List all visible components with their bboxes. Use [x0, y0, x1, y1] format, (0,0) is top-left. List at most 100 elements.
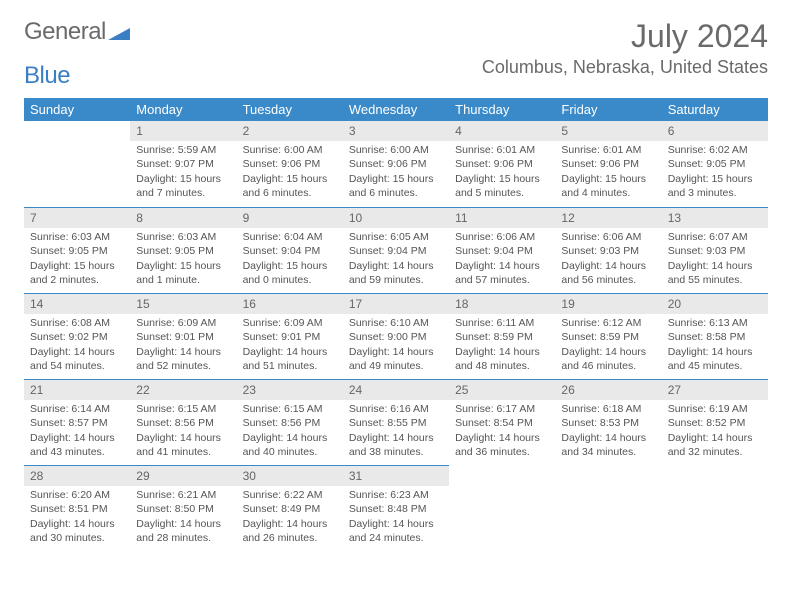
- daylight-text: Daylight: 15 hours and 3 minutes.: [668, 172, 762, 200]
- daylight-text: Daylight: 14 hours and 48 minutes.: [455, 345, 549, 373]
- day-content: Sunrise: 6:09 AMSunset: 9:01 PMDaylight:…: [237, 314, 343, 377]
- day-number: 13: [662, 207, 768, 228]
- day-cell: 25Sunrise: 6:17 AMSunset: 8:54 PMDayligh…: [449, 379, 555, 465]
- day-number: 4: [449, 121, 555, 141]
- day-content: Sunrise: 6:15 AMSunset: 8:56 PMDaylight:…: [237, 400, 343, 463]
- day-number: 2: [237, 121, 343, 141]
- day-content: Sunrise: 6:18 AMSunset: 8:53 PMDaylight:…: [555, 400, 661, 463]
- week-row: 14Sunrise: 6:08 AMSunset: 9:02 PMDayligh…: [24, 293, 768, 379]
- sunrise-text: Sunrise: 6:11 AM: [455, 316, 549, 330]
- day-number: 24: [343, 379, 449, 400]
- week-row: 21Sunrise: 6:14 AMSunset: 8:57 PMDayligh…: [24, 379, 768, 465]
- day-number: 8: [130, 207, 236, 228]
- logo-icon: [108, 24, 130, 40]
- sunrise-text: Sunrise: 6:20 AM: [30, 488, 124, 502]
- day-cell: 19Sunrise: 6:12 AMSunset: 8:59 PMDayligh…: [555, 293, 661, 379]
- sunrise-text: Sunrise: 6:13 AM: [668, 316, 762, 330]
- week-row: 28Sunrise: 6:20 AMSunset: 8:51 PMDayligh…: [24, 465, 768, 551]
- day-cell: 14Sunrise: 6:08 AMSunset: 9:02 PMDayligh…: [24, 293, 130, 379]
- sunrise-text: Sunrise: 6:17 AM: [455, 402, 549, 416]
- day-content: Sunrise: 6:03 AMSunset: 9:05 PMDaylight:…: [24, 228, 130, 291]
- daylight-text: Daylight: 15 hours and 7 minutes.: [136, 172, 230, 200]
- sunrise-text: Sunrise: 6:00 AM: [349, 143, 443, 157]
- sunset-text: Sunset: 9:02 PM: [30, 330, 124, 344]
- sunset-text: Sunset: 9:06 PM: [243, 157, 337, 171]
- sunset-text: Sunset: 8:50 PM: [136, 502, 230, 516]
- day-header: Sunday: [24, 98, 130, 121]
- day-cell: 15Sunrise: 6:09 AMSunset: 9:01 PMDayligh…: [130, 293, 236, 379]
- daylight-text: Daylight: 14 hours and 57 minutes.: [455, 259, 549, 287]
- day-cell: [24, 121, 130, 207]
- sunrise-text: Sunrise: 6:10 AM: [349, 316, 443, 330]
- day-content: Sunrise: 6:00 AMSunset: 9:06 PMDaylight:…: [343, 141, 449, 204]
- day-content: Sunrise: 5:59 AMSunset: 9:07 PMDaylight:…: [130, 141, 236, 204]
- sunset-text: Sunset: 8:53 PM: [561, 416, 655, 430]
- day-cell: 12Sunrise: 6:06 AMSunset: 9:03 PMDayligh…: [555, 207, 661, 293]
- sunset-text: Sunset: 9:04 PM: [349, 244, 443, 258]
- day-content: Sunrise: 6:07 AMSunset: 9:03 PMDaylight:…: [662, 228, 768, 291]
- sunrise-text: Sunrise: 6:08 AM: [30, 316, 124, 330]
- sunset-text: Sunset: 8:57 PM: [30, 416, 124, 430]
- daylight-text: Daylight: 15 hours and 5 minutes.: [455, 172, 549, 200]
- daylight-text: Daylight: 14 hours and 34 minutes.: [561, 431, 655, 459]
- sunset-text: Sunset: 8:56 PM: [243, 416, 337, 430]
- day-cell: [662, 465, 768, 551]
- day-number: 25: [449, 379, 555, 400]
- day-cell: 20Sunrise: 6:13 AMSunset: 8:58 PMDayligh…: [662, 293, 768, 379]
- day-number: 1: [130, 121, 236, 141]
- day-number: 27: [662, 379, 768, 400]
- day-cell: [555, 465, 661, 551]
- daylight-text: Daylight: 14 hours and 26 minutes.: [243, 517, 337, 545]
- sunset-text: Sunset: 9:05 PM: [30, 244, 124, 258]
- calendar-head: SundayMondayTuesdayWednesdayThursdayFrid…: [24, 98, 768, 121]
- sunset-text: Sunset: 8:59 PM: [455, 330, 549, 344]
- sunrise-text: Sunrise: 6:06 AM: [455, 230, 549, 244]
- day-number: 28: [24, 465, 130, 486]
- daylight-text: Daylight: 14 hours and 41 minutes.: [136, 431, 230, 459]
- day-cell: 18Sunrise: 6:11 AMSunset: 8:59 PMDayligh…: [449, 293, 555, 379]
- sunrise-text: Sunrise: 6:23 AM: [349, 488, 443, 502]
- daylight-text: Daylight: 14 hours and 36 minutes.: [455, 431, 549, 459]
- day-content: Sunrise: 6:13 AMSunset: 8:58 PMDaylight:…: [662, 314, 768, 377]
- daylight-text: Daylight: 15 hours and 2 minutes.: [30, 259, 124, 287]
- day-cell: 23Sunrise: 6:15 AMSunset: 8:56 PMDayligh…: [237, 379, 343, 465]
- day-number: 5: [555, 121, 661, 141]
- day-cell: 1Sunrise: 5:59 AMSunset: 9:07 PMDaylight…: [130, 121, 236, 207]
- day-content: Sunrise: 6:06 AMSunset: 9:04 PMDaylight:…: [449, 228, 555, 291]
- day-content: Sunrise: 6:21 AMSunset: 8:50 PMDaylight:…: [130, 486, 236, 549]
- sunset-text: Sunset: 9:06 PM: [561, 157, 655, 171]
- sunrise-text: Sunrise: 6:09 AM: [136, 316, 230, 330]
- logo-text-1: General: [24, 18, 106, 46]
- daylight-text: Daylight: 14 hours and 54 minutes.: [30, 345, 124, 373]
- day-content: Sunrise: 6:05 AMSunset: 9:04 PMDaylight:…: [343, 228, 449, 291]
- daylight-text: Daylight: 14 hours and 40 minutes.: [243, 431, 337, 459]
- sunrise-text: Sunrise: 6:21 AM: [136, 488, 230, 502]
- day-cell: 24Sunrise: 6:16 AMSunset: 8:55 PMDayligh…: [343, 379, 449, 465]
- calendar-body: 1Sunrise: 5:59 AMSunset: 9:07 PMDaylight…: [24, 121, 768, 551]
- day-content: Sunrise: 6:17 AMSunset: 8:54 PMDaylight:…: [449, 400, 555, 463]
- sunrise-text: Sunrise: 6:04 AM: [243, 230, 337, 244]
- sunrise-text: Sunrise: 6:01 AM: [561, 143, 655, 157]
- title-block: July 2024 Columbus, Nebraska, United Sta…: [482, 18, 768, 78]
- day-number: 17: [343, 293, 449, 314]
- sunset-text: Sunset: 9:04 PM: [243, 244, 337, 258]
- sunset-text: Sunset: 8:49 PM: [243, 502, 337, 516]
- day-content: Sunrise: 6:04 AMSunset: 9:04 PMDaylight:…: [237, 228, 343, 291]
- week-row: 1Sunrise: 5:59 AMSunset: 9:07 PMDaylight…: [24, 121, 768, 207]
- daylight-text: Daylight: 15 hours and 4 minutes.: [561, 172, 655, 200]
- sunrise-text: Sunrise: 6:18 AM: [561, 402, 655, 416]
- sunset-text: Sunset: 8:52 PM: [668, 416, 762, 430]
- day-number: 10: [343, 207, 449, 228]
- day-number: 26: [555, 379, 661, 400]
- sunset-text: Sunset: 8:51 PM: [30, 502, 124, 516]
- day-content: Sunrise: 6:06 AMSunset: 9:03 PMDaylight:…: [555, 228, 661, 291]
- day-cell: 3Sunrise: 6:00 AMSunset: 9:06 PMDaylight…: [343, 121, 449, 207]
- day-content: Sunrise: 6:10 AMSunset: 9:00 PMDaylight:…: [343, 314, 449, 377]
- day-cell: 29Sunrise: 6:21 AMSunset: 8:50 PMDayligh…: [130, 465, 236, 551]
- sunrise-text: Sunrise: 6:15 AM: [136, 402, 230, 416]
- sunrise-text: Sunrise: 6:03 AM: [136, 230, 230, 244]
- day-number: 16: [237, 293, 343, 314]
- daylight-text: Daylight: 14 hours and 30 minutes.: [30, 517, 124, 545]
- day-cell: 16Sunrise: 6:09 AMSunset: 9:01 PMDayligh…: [237, 293, 343, 379]
- daylight-text: Daylight: 14 hours and 52 minutes.: [136, 345, 230, 373]
